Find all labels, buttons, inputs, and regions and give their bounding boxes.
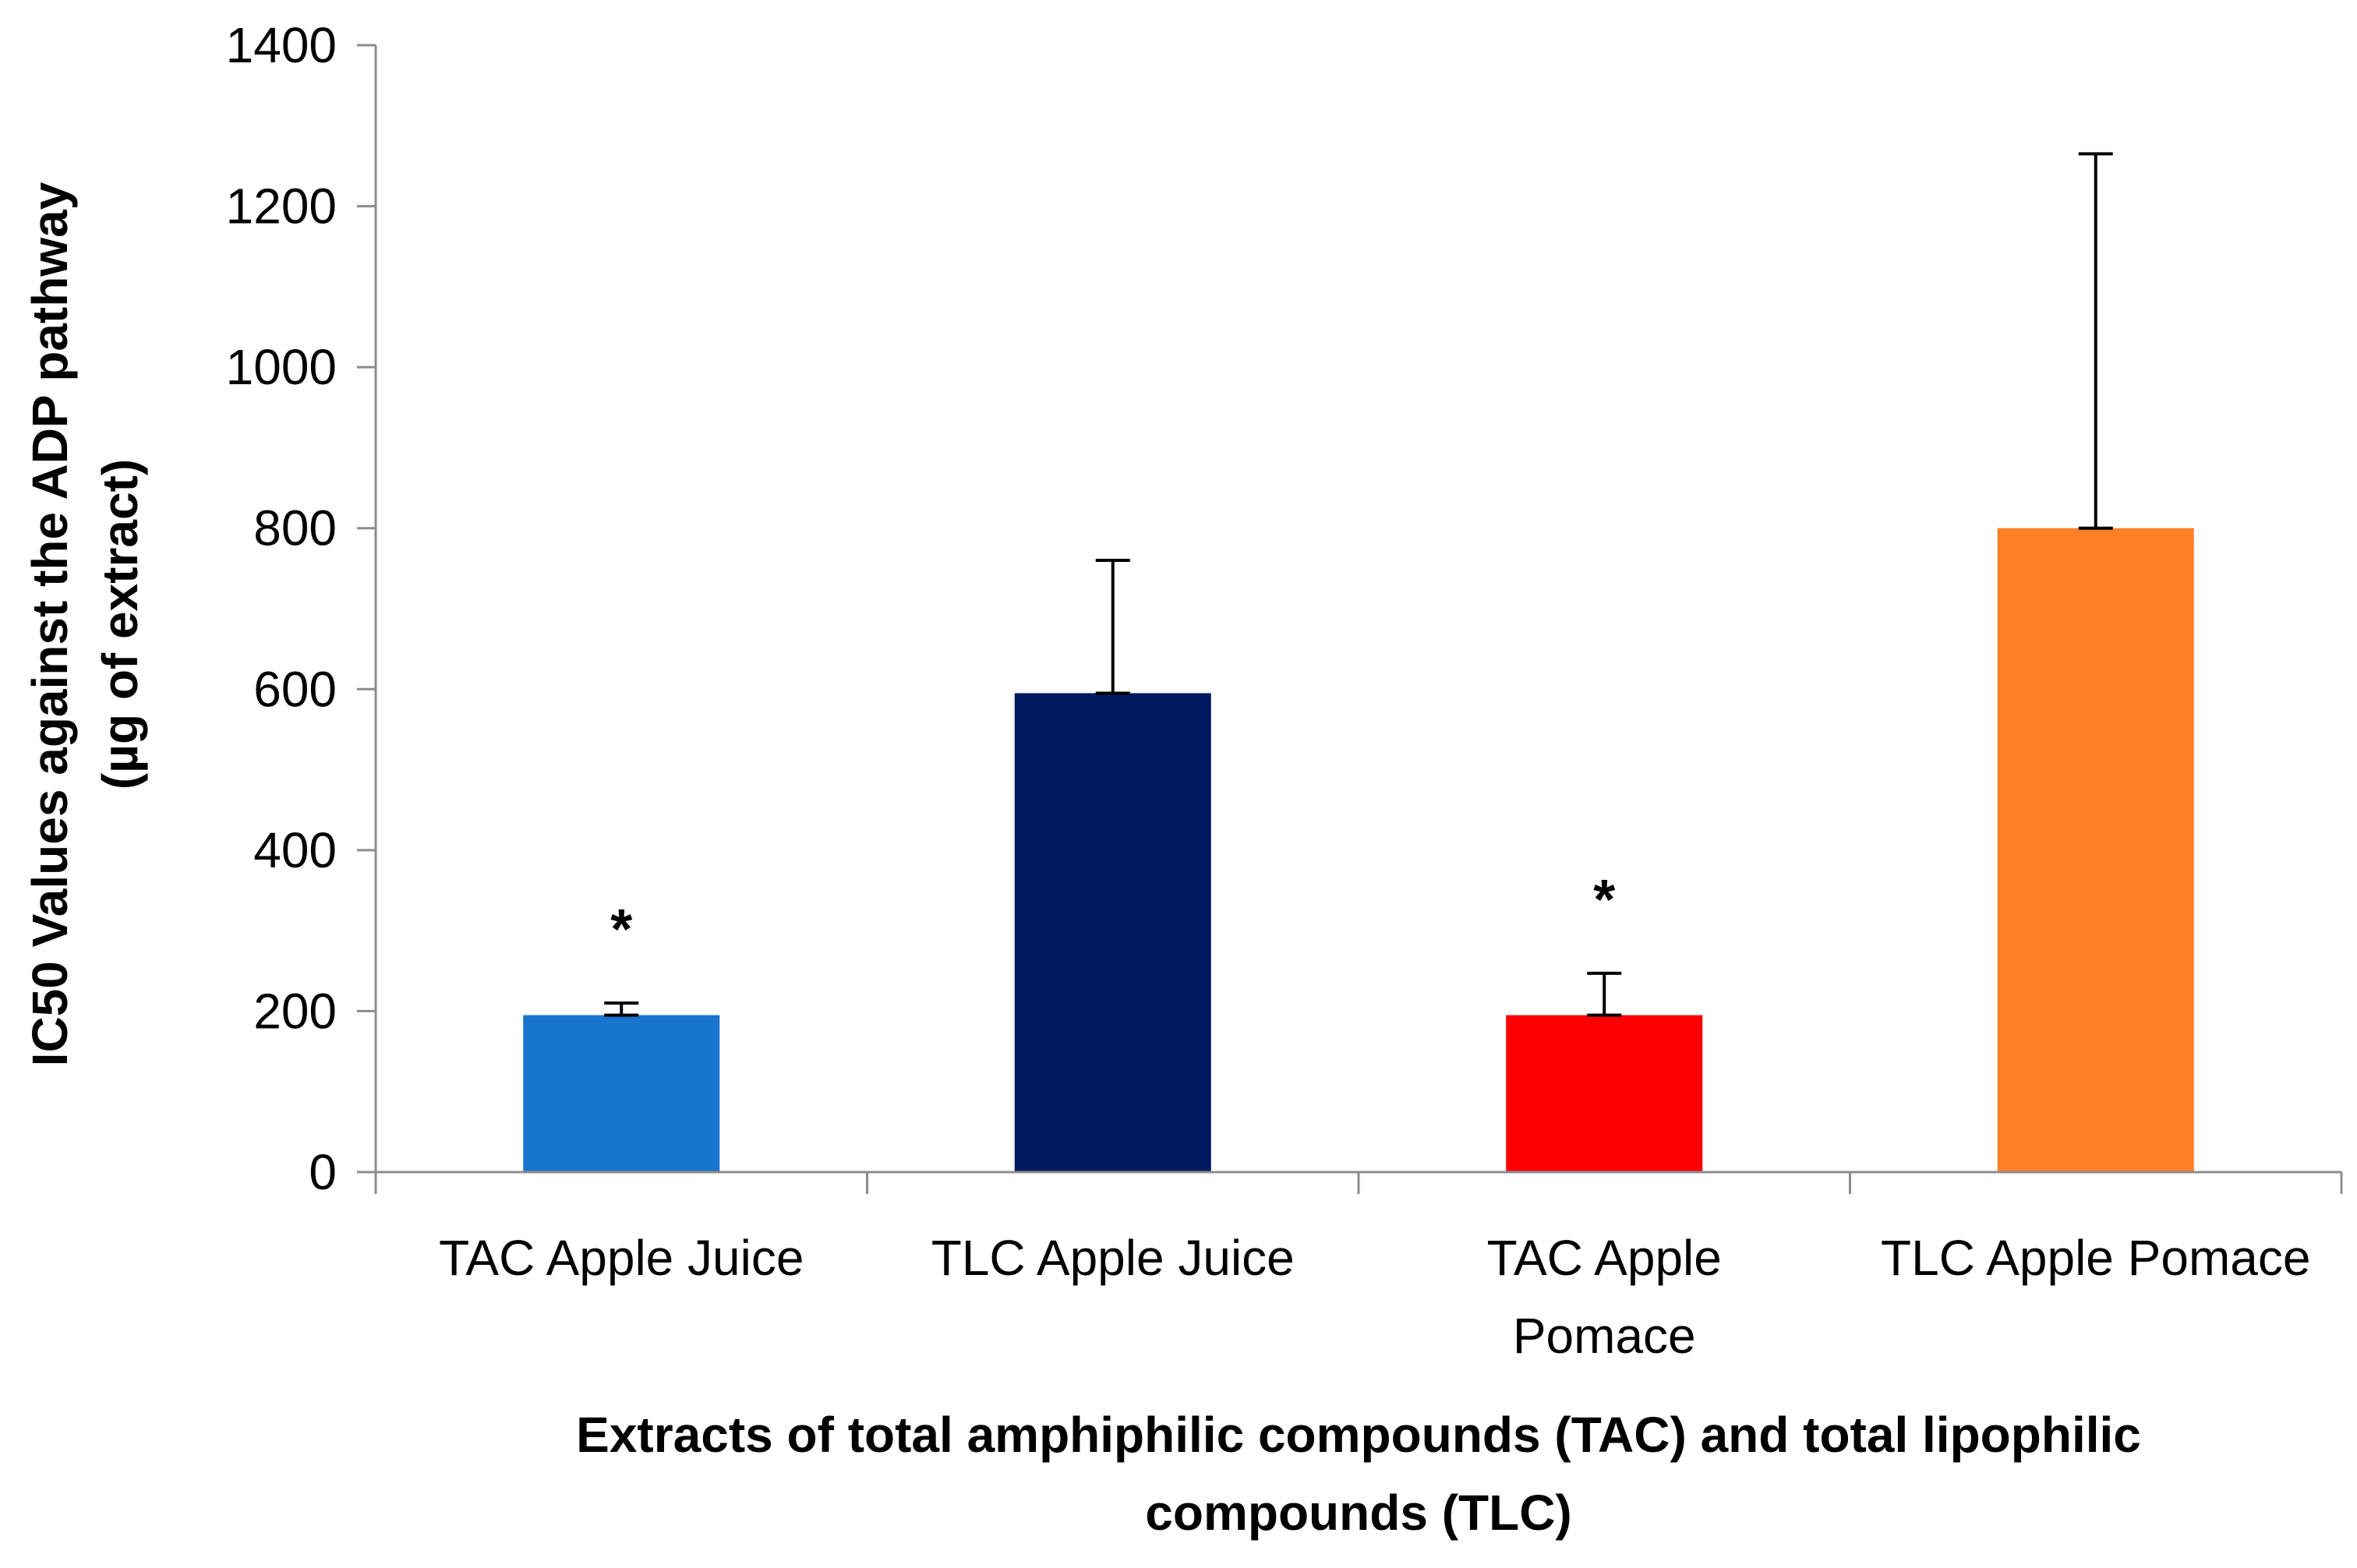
x-axis-category-labels: TAC Apple Juice TLC Apple Juice TAC Apple P… xyxy=(439,1230,2310,1364)
y-tick-label: 800 xyxy=(253,500,337,556)
x-axis-title-line: compounds (TLC) xyxy=(1145,1485,1571,1541)
bar xyxy=(523,1015,720,1172)
y-axis-title: IC50 Values against the ADP pathway (µg o… xyxy=(22,182,148,1066)
y-axis-ticks: 0 200 400 600 800 1000 1200 1400 xyxy=(226,17,376,1200)
x-category-label: TLC Apple Pomace xyxy=(1881,1230,2310,1286)
x-axis-title: Extracts of total amphiphilic compounds … xyxy=(576,1407,2141,1541)
y-axis-title-line: IC50 Values against the ADP pathway xyxy=(22,182,78,1066)
y-tick-label: 400 xyxy=(253,822,337,878)
significance-asterisk: * xyxy=(1593,869,1615,931)
significance-markers: * * xyxy=(610,869,1615,961)
x-category-label: TLC Apple Juice xyxy=(931,1230,1295,1286)
error-bars xyxy=(604,152,2113,1017)
bar xyxy=(1014,693,1211,1172)
y-tick-label: 200 xyxy=(253,983,337,1039)
y-axis-title-line: (µg of extract) xyxy=(92,459,148,789)
x-category-label: TAC Apple xyxy=(1487,1230,1722,1286)
x-category-label: TAC Apple Juice xyxy=(439,1230,804,1286)
x-category-label: Pomace xyxy=(1513,1308,1696,1364)
y-tick-label: 1400 xyxy=(226,17,337,73)
axes xyxy=(374,45,2343,1194)
y-tick-label: 1200 xyxy=(226,178,337,235)
y-tick-label: 600 xyxy=(253,661,337,717)
bars xyxy=(523,528,2194,1172)
y-tick-label: 0 xyxy=(309,1144,337,1200)
y-tick-label: 1000 xyxy=(226,339,337,395)
x-axis-title-line: Extracts of total amphiphilic compounds … xyxy=(576,1407,2141,1463)
bar xyxy=(1997,528,2194,1172)
significance-asterisk: * xyxy=(610,899,632,961)
bar xyxy=(1506,1015,1703,1172)
